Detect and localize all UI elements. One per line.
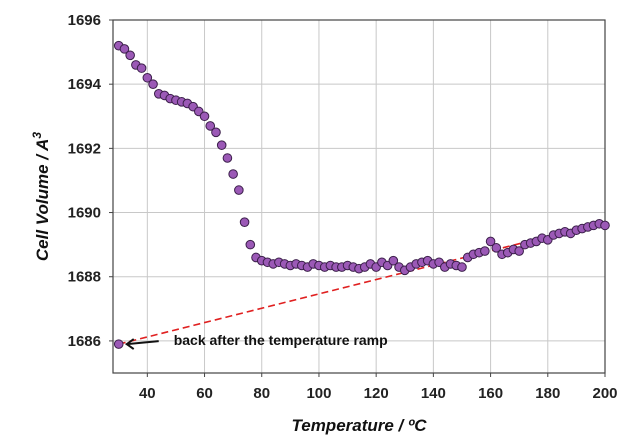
x-tick-label: 80 (253, 385, 270, 402)
annotation-text: back after the temperature ramp (174, 332, 388, 348)
plot-area-frame (112, 19, 606, 374)
y-tick-label: 1688 (68, 269, 101, 286)
data-point-after-ramp (113, 339, 124, 349)
data-point (216, 140, 227, 150)
y-tick-label: 1696 (68, 12, 101, 29)
data-point (222, 153, 233, 163)
y-axis-title-superscript: 3 (30, 132, 44, 139)
trend-line (118, 221, 606, 345)
data-point (485, 236, 496, 247)
x-tick-label: 140 (421, 385, 446, 402)
data-point (239, 217, 250, 227)
x-tick-label: 160 (478, 385, 503, 402)
x-tick-label: 180 (535, 385, 560, 402)
data-point (245, 239, 256, 250)
arrow-head-icon (125, 338, 135, 350)
data-point (199, 111, 210, 122)
data-point (136, 63, 147, 73)
y-tick-label: 1686 (68, 333, 101, 350)
y-axis-ticks: 1686 1688 1690 1692 1694 1696 (68, 12, 113, 350)
data-point (142, 72, 153, 83)
x-tick-label: 60 (196, 385, 213, 402)
x-tick-label: 100 (306, 385, 331, 402)
x-axis-title: Temperature / ºC (291, 416, 427, 435)
x-tick-label: 40 (139, 385, 156, 402)
y-axis-title-main: Cell Volume / A (33, 139, 52, 262)
y-tick-label: 1694 (68, 76, 102, 93)
data-point (480, 246, 490, 256)
data-point (491, 243, 502, 253)
y-axis-title: Cell Volume / A3 (30, 132, 52, 262)
data-points (113, 40, 610, 349)
annotation: back after the temperature ramp (125, 332, 388, 350)
data-point (514, 246, 524, 256)
x-tick-label: 120 (364, 385, 389, 402)
data-point (205, 121, 216, 131)
x-tick-label: 200 (592, 385, 617, 402)
data-point (211, 127, 221, 138)
data-point (234, 185, 244, 195)
data-point (125, 50, 135, 61)
x-axis-ticks: 40 60 80 100 120 140 160 180 200 (139, 373, 618, 402)
y-tick-label: 1690 (68, 205, 101, 222)
y-tick-label: 1692 (68, 140, 101, 157)
grid (113, 19, 606, 373)
data-point (600, 220, 610, 231)
data-point (119, 44, 130, 54)
data-point (228, 169, 238, 179)
annotation-arrow (126, 340, 159, 346)
data-point (388, 255, 399, 266)
data-point (148, 79, 158, 89)
data-point (457, 262, 467, 272)
